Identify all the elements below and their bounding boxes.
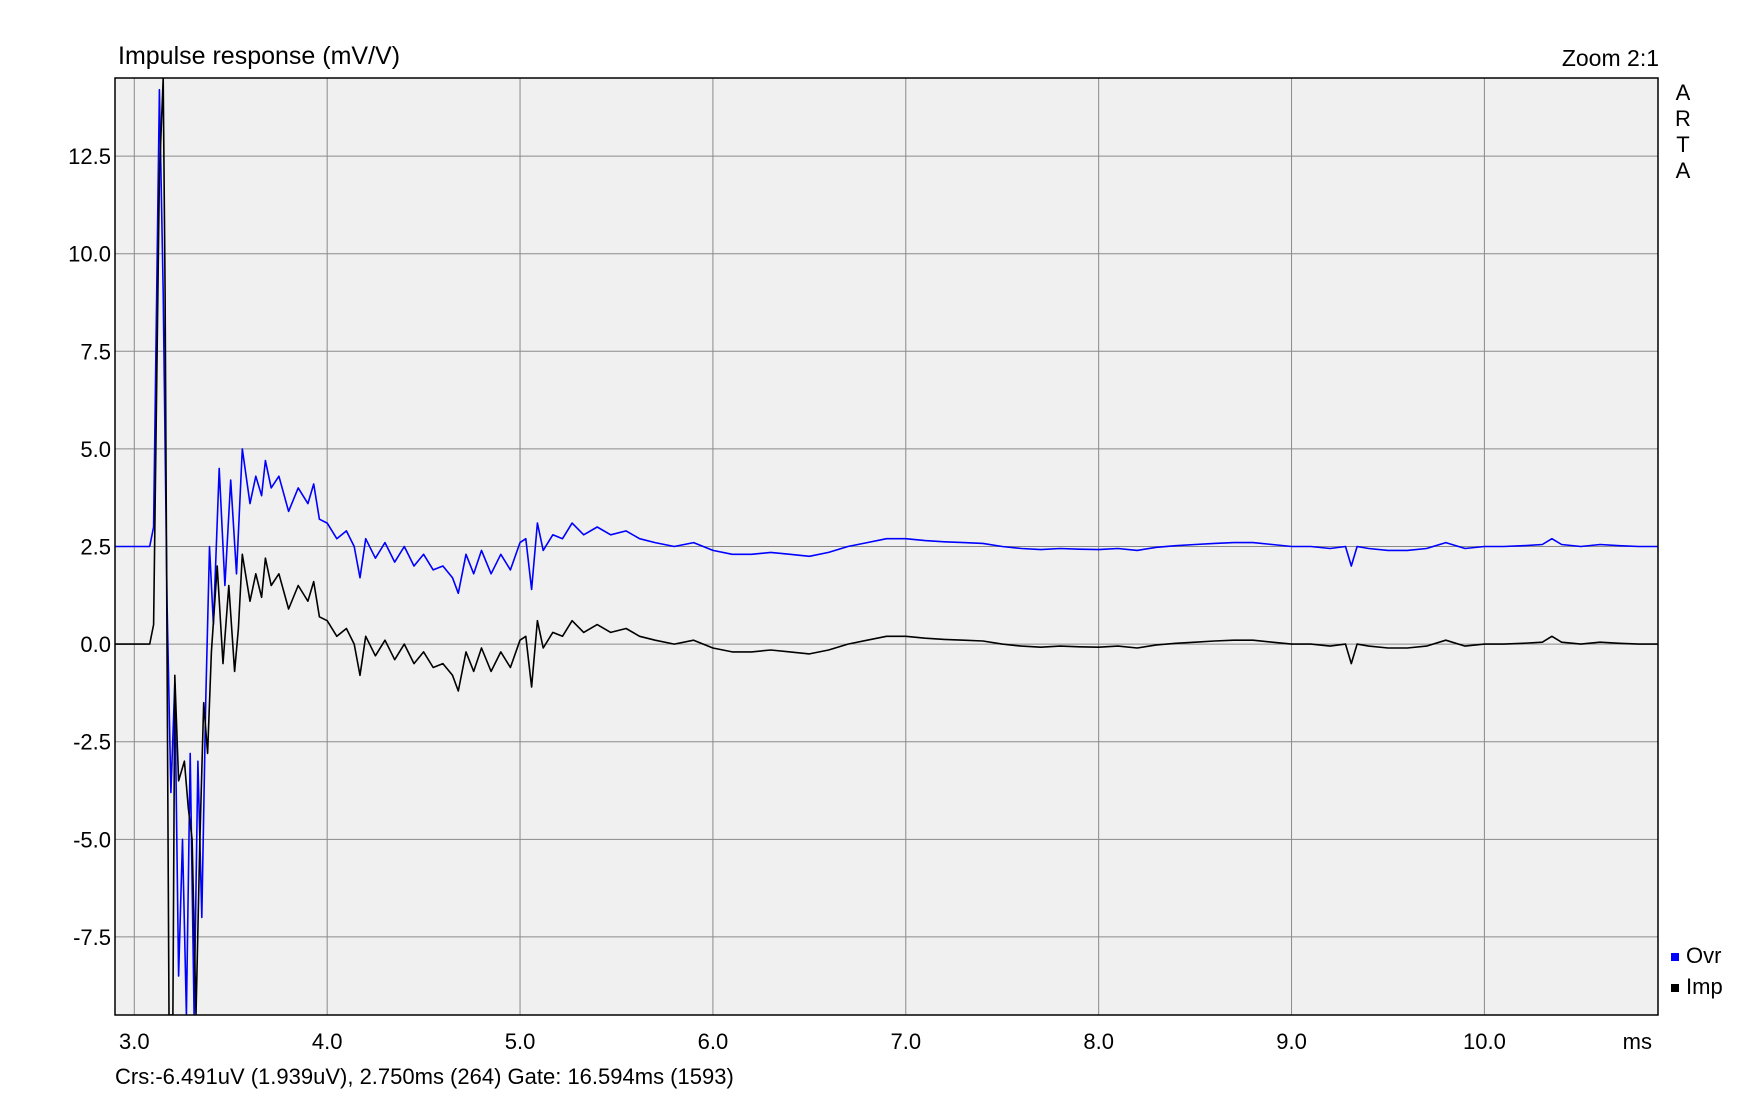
x-tick-label-5: 8.0 [1083, 1029, 1114, 1054]
brand-letter-1: R [1675, 106, 1691, 131]
series-line-imp [115, 78, 1658, 1015]
y-tick-label-0: 12.5 [68, 144, 111, 169]
legend-swatch-imp [1671, 984, 1679, 992]
legend: Ovr Imp [1671, 943, 1723, 999]
plot-frame [114, 77, 1659, 1016]
zoom-label[interactable]: Zoom 2:1 [1562, 45, 1659, 71]
y-tick-label-2: 7.5 [80, 339, 111, 364]
y-tick-label-3: 5.0 [80, 437, 111, 462]
x-tick-label-2: 5.0 [505, 1029, 536, 1054]
x-tick-label-7: 10.0 [1463, 1029, 1506, 1054]
legend-label-ovr: Ovr [1686, 943, 1721, 968]
x-tick-label-6: 9.0 [1276, 1029, 1307, 1054]
chart-title: Impulse response (mV/V) [118, 42, 400, 70]
x-tick-label-1: 4.0 [312, 1029, 343, 1054]
y-tick-label-6: -2.5 [73, 730, 111, 755]
status-line: Crs:-6.491uV (1.939uV), 2.750ms (264) Ga… [115, 1064, 734, 1089]
x-tick-label-4: 7.0 [890, 1029, 921, 1054]
y-tick-label-4: 2.5 [80, 535, 111, 560]
x-unit-label: ms [1623, 1029, 1652, 1054]
brand-letter-2: T [1676, 132, 1689, 157]
x-tick-label-0: 3.0 [119, 1029, 150, 1054]
y-tick-label-7: -5.0 [73, 827, 111, 852]
y-axis-tick-labels: 12.5 10.0 7.5 5.0 2.5 0.0 -2.5 -5.0 -7.5 [68, 144, 111, 950]
legend-swatch-ovr [1671, 953, 1679, 961]
legend-label-imp: Imp [1686, 974, 1723, 999]
brand-letter-0: A [1676, 80, 1691, 105]
y-tick-label-8: -7.5 [73, 925, 111, 950]
series-line-ovr [115, 88, 1658, 1015]
x-axis-tick-labels: 3.0 4.0 5.0 6.0 7.0 8.0 9.0 10.0 [119, 1029, 1506, 1054]
x-tick-label-3: 6.0 [698, 1029, 729, 1054]
series-layer [115, 78, 1658, 1015]
y-tick-label-1: 10.0 [68, 242, 111, 267]
y-tick-label-5: 0.0 [80, 632, 111, 657]
brand-letter-3: A [1676, 158, 1691, 183]
